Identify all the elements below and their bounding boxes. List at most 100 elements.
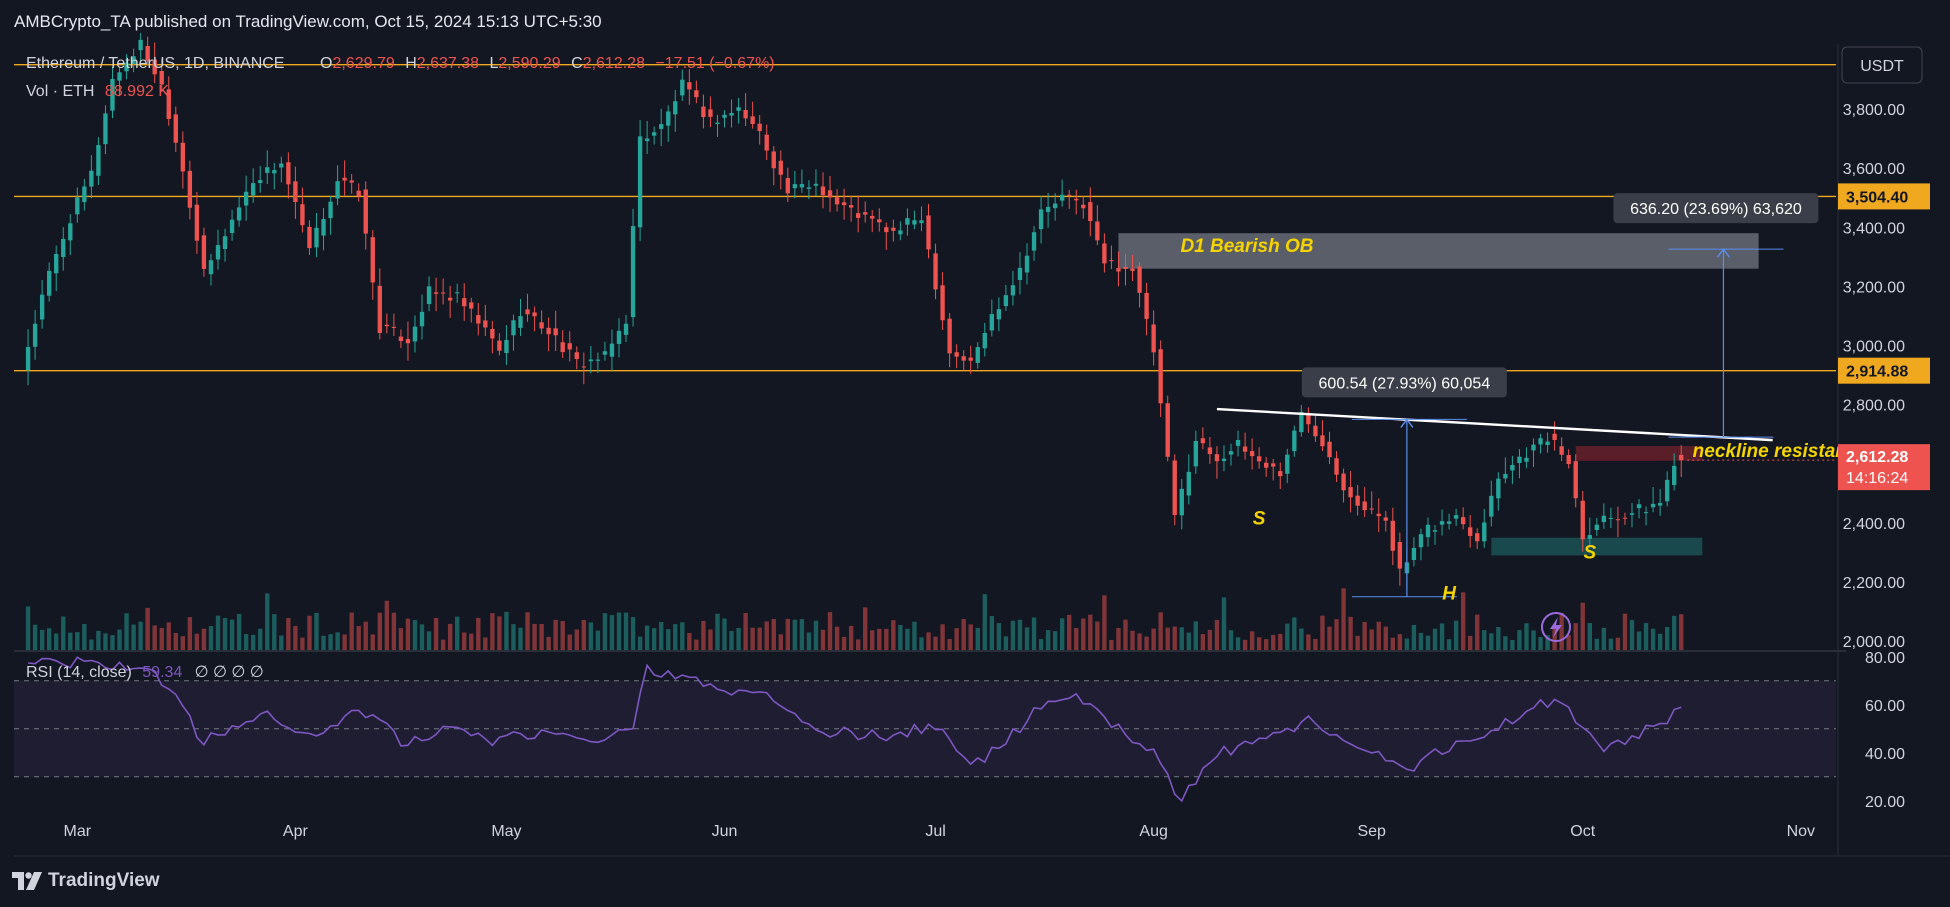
candle-body bbox=[497, 340, 502, 351]
candle-body bbox=[750, 116, 755, 124]
candle-body bbox=[476, 315, 481, 324]
legend-vol-label: Vol · ETH bbox=[26, 83, 94, 100]
volume-bar bbox=[1151, 628, 1156, 650]
volume-bar bbox=[1453, 620, 1459, 650]
candle-body bbox=[1017, 267, 1023, 280]
candle-body bbox=[806, 187, 812, 189]
candle-body bbox=[166, 89, 171, 119]
candle-body bbox=[1003, 295, 1009, 307]
volume-bar bbox=[1355, 635, 1360, 650]
volume-bar bbox=[251, 634, 256, 650]
candle-body bbox=[1657, 502, 1663, 506]
candle-body bbox=[989, 314, 995, 331]
volume-bar bbox=[335, 632, 340, 650]
candle-body bbox=[349, 180, 354, 183]
candle-body bbox=[483, 320, 488, 328]
x-tick-label: May bbox=[491, 823, 521, 840]
volume-bar bbox=[644, 625, 650, 650]
volume-bar bbox=[476, 617, 481, 650]
levels-layer bbox=[14, 63, 1836, 461]
tradingview-logo[interactable]: TradingView bbox=[12, 868, 160, 894]
zone-box bbox=[1491, 537, 1703, 556]
candle-body bbox=[89, 170, 94, 187]
candle-body bbox=[1496, 478, 1501, 499]
x-tick-label: Oct bbox=[1570, 823, 1595, 840]
volume-bar bbox=[1320, 615, 1325, 650]
volume-bar bbox=[1411, 624, 1417, 650]
legend-low-label: L bbox=[489, 55, 498, 72]
volume-bar bbox=[131, 624, 136, 650]
candle-body bbox=[1067, 194, 1072, 196]
neckline-label: neckline resistance bbox=[1693, 441, 1869, 462]
volume-bar bbox=[1439, 623, 1445, 650]
candle-body bbox=[1587, 534, 1592, 539]
candle-body bbox=[1369, 508, 1374, 510]
volume-bar bbox=[813, 620, 819, 650]
candle-body bbox=[440, 292, 446, 294]
volume-bar bbox=[1165, 627, 1170, 650]
candle-body bbox=[792, 184, 798, 189]
candle-body bbox=[1179, 488, 1184, 516]
candle-body bbox=[1285, 454, 1290, 474]
candle-body bbox=[1425, 524, 1431, 538]
volume-bar bbox=[1242, 639, 1248, 650]
candle-body bbox=[504, 339, 509, 354]
volume-bar bbox=[1482, 630, 1487, 650]
pattern-label: S bbox=[1583, 542, 1596, 563]
candle-body bbox=[659, 124, 664, 129]
candle-body bbox=[180, 142, 186, 172]
volume-bar bbox=[1292, 617, 1297, 650]
volume-bar bbox=[377, 612, 382, 650]
candle-body bbox=[1672, 465, 1677, 485]
candle-body bbox=[877, 219, 882, 223]
volume-bar bbox=[321, 635, 326, 650]
volume-bar bbox=[1278, 633, 1283, 650]
candle-body bbox=[462, 298, 467, 307]
volume-bar bbox=[785, 618, 791, 650]
candle-body bbox=[1165, 403, 1170, 457]
candle-body bbox=[145, 45, 150, 61]
candle-body bbox=[356, 190, 361, 197]
volume-bar bbox=[1031, 617, 1037, 650]
volume-bar bbox=[208, 625, 214, 650]
candle-body bbox=[1228, 451, 1234, 455]
candle-body bbox=[25, 346, 31, 371]
volume-bar bbox=[623, 612, 629, 650]
candle-body bbox=[1130, 268, 1135, 271]
volume-bar bbox=[666, 629, 671, 650]
legend-open: 2,629.79 bbox=[332, 55, 394, 72]
candle-body bbox=[1144, 292, 1149, 319]
volume-bar bbox=[1059, 618, 1065, 650]
volume-bar bbox=[1158, 612, 1163, 650]
volume-bar bbox=[870, 630, 875, 650]
candle-body bbox=[187, 170, 193, 208]
pattern-label: S bbox=[1253, 508, 1266, 529]
candle-body bbox=[1088, 202, 1093, 222]
candle-body bbox=[708, 109, 713, 117]
volume-bar bbox=[757, 627, 762, 650]
legend-close-label: C bbox=[571, 55, 583, 72]
volume-bar bbox=[1179, 627, 1184, 650]
candle-body bbox=[729, 112, 734, 116]
candle-body bbox=[152, 59, 157, 75]
volume-bar bbox=[947, 638, 952, 650]
volume-bar bbox=[1531, 630, 1536, 650]
currency-button[interactable]: USDT bbox=[1841, 46, 1923, 84]
candle-body bbox=[912, 220, 917, 225]
candle-body bbox=[1158, 349, 1163, 404]
volume-bar bbox=[630, 617, 636, 650]
candle-body bbox=[511, 320, 516, 336]
candle-body bbox=[1460, 517, 1466, 525]
candle-body bbox=[743, 109, 748, 119]
candle-body bbox=[391, 326, 397, 328]
volume-bar bbox=[1615, 637, 1621, 650]
volume-bar bbox=[1045, 630, 1051, 650]
candle-body bbox=[1348, 487, 1353, 498]
volume-bar bbox=[180, 636, 186, 650]
volume-bar bbox=[1102, 595, 1107, 650]
y-tick-label: 2,400.00 bbox=[1843, 516, 1905, 533]
tradingview-mark-icon bbox=[12, 872, 42, 890]
lightning-icon[interactable] bbox=[1541, 612, 1571, 642]
volume-bar bbox=[616, 612, 622, 650]
